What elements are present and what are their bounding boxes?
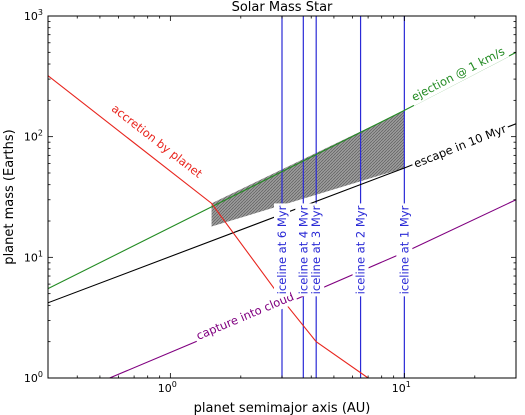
label-background — [406, 42, 510, 106]
label-iceline-at-3-myr: iceline at 3 Myr — [308, 203, 325, 297]
label-background — [295, 203, 312, 297]
label-background — [106, 99, 208, 184]
label-background — [274, 203, 290, 297]
label-escape-in-10-myr: escape in 10 Myr — [409, 119, 511, 173]
x-tick-label: 100 — [158, 380, 177, 395]
label-background — [352, 203, 369, 297]
label-ejection-1-km-s: ejection @ 1 km/s — [406, 42, 510, 106]
label-iceline-at-4-myr: iceline at 4 Myr — [295, 203, 312, 297]
x-tick-label: 101 — [392, 380, 411, 395]
label-text: ejection @ 1 km/s — [409, 44, 507, 104]
y-tick-label: 100 — [24, 370, 43, 385]
chart-title: Solar Mass Star — [232, 0, 333, 15]
label-background — [191, 287, 299, 345]
y-axis-title: planet mass (Earths) — [2, 129, 17, 264]
label-background — [396, 203, 413, 297]
label-background — [308, 203, 325, 297]
label-text: capture into cloud — [194, 289, 296, 342]
shaded-region — [211, 110, 405, 227]
label-text: iceline at 2 Myr — [354, 205, 368, 294]
label-iceline-at-2-myr: iceline at 2 Myr — [352, 203, 369, 297]
label-text: iceline at 1 Myr — [397, 205, 411, 294]
label-iceline-at-6-myr: iceline at 6 Myr — [274, 203, 290, 297]
x-axis-title: planet semimajor axis (AU) — [194, 401, 371, 415]
y-tick-label: 102 — [24, 129, 43, 144]
label-text: escape in 10 Myr — [412, 121, 509, 170]
label-text: iceline at 3 Myr — [309, 205, 323, 294]
y-tick-label: 101 — [24, 249, 43, 264]
label-text: iceline at 6 Myr — [275, 205, 289, 294]
label-iceline-at-1-myr: iceline at 1 Myr — [396, 203, 413, 297]
y-tick-label: 103 — [24, 8, 43, 23]
label-accretion-by-planet: accretion by planet — [106, 99, 208, 184]
label-text: accretion by planet — [109, 101, 206, 181]
series-capture-into-cloud — [109, 199, 516, 378]
label-text: iceline at 4 Myr — [296, 205, 310, 294]
label-background — [409, 119, 511, 173]
